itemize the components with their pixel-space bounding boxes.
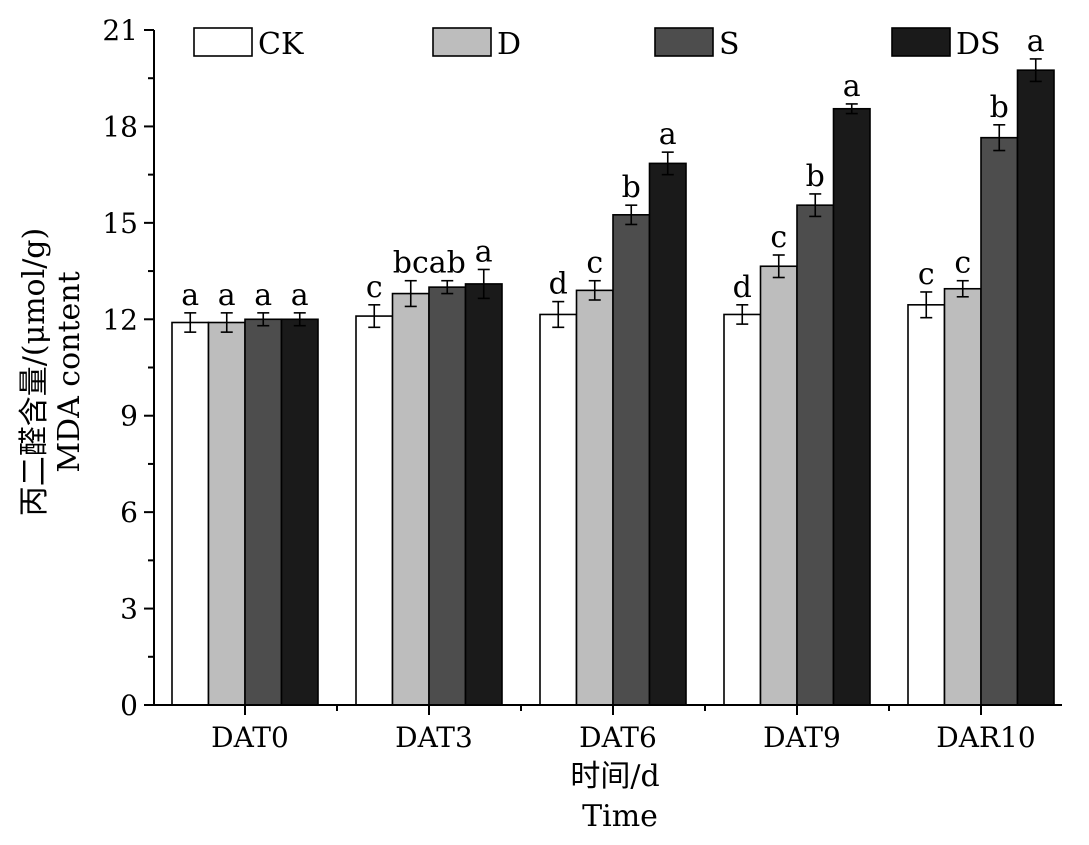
x-category-label: DAT3 [395, 721, 473, 754]
bar-CK-DAT6 [539, 313, 578, 706]
y-tick-label: 15 [102, 207, 138, 240]
bars-layer [171, 69, 1055, 706]
bar-D-DAT9 [759, 265, 798, 706]
x-axis-title-en: Time [582, 799, 658, 834]
x-category-label: DAT0 [211, 721, 289, 754]
legend-label-CK: CK [258, 27, 304, 62]
significance-label-DS-DAT3: a [475, 234, 493, 269]
bar-D-DAT3 [391, 292, 430, 706]
significance-label-D-DAT9: c [770, 220, 787, 255]
legend-swatch-CK [193, 27, 253, 57]
bar-CK-DAT0 [171, 321, 210, 706]
significance-label-D-DAT6: c [586, 246, 603, 281]
significance-label-D-DAR10: c [954, 246, 971, 281]
bar-CK-DAT3 [355, 315, 394, 706]
significance-label-S-DAR10: b [990, 90, 1009, 125]
axes-layer: 0 3 6 9 12 15 18 21 DAT0 DAT3 DAT6 DAT9 DAR10 [102, 14, 1062, 754]
significance-label-DS-DAT0: a [291, 278, 309, 313]
significance-label-CK-DAT3: c [366, 270, 383, 305]
bar-D-DAR10 [943, 287, 982, 706]
significance-label-CK-DAT6: d [549, 267, 568, 302]
significance-label-S-DAT9: b [806, 159, 825, 194]
significance-label-DS-DAT9: a [843, 69, 861, 104]
y-tick-label: 12 [102, 303, 138, 336]
bar-DS-DAR10 [1016, 69, 1055, 706]
significance-label-DS-DAR10: a [1027, 24, 1045, 59]
x-category-label: DAR10 [936, 721, 1035, 754]
bar-CK-DAR10 [907, 304, 946, 706]
y-tick-label: 6 [120, 496, 138, 529]
legend-label-DS: DS [956, 27, 1001, 62]
bar-S-DAT3 [428, 286, 467, 706]
legend-swatch-S [654, 27, 714, 57]
x-axis-title-cn: 时间/d [570, 759, 659, 794]
legend-label-D: D [497, 27, 521, 62]
bar-CK-DAT9 [723, 313, 762, 706]
significance-label-D-DAT3: bc [393, 246, 429, 281]
x-category-label: DAT6 [579, 721, 657, 754]
bar-DS-DAT0 [280, 318, 319, 706]
significance-label-S-DAT6: b [622, 170, 641, 205]
y-tick-label: 18 [102, 110, 138, 143]
significance-label-CK-DAR10: c [918, 257, 935, 292]
significance-label-CK-DAT9: d [733, 270, 752, 305]
bar-DS-DAT6 [648, 162, 687, 706]
y-axis-title-en: MDA content [52, 271, 87, 472]
bar-S-DAT9 [796, 204, 835, 706]
bar-S-DAT0 [244, 318, 283, 706]
y-tick-label: 9 [120, 400, 138, 433]
legend: CK D S DS [193, 27, 1001, 62]
bar-D-DAT6 [575, 289, 614, 706]
significance-label-S-DAT0: a [254, 278, 272, 313]
significance-label-D-DAT0: a [218, 278, 236, 313]
y-tick-label: 0 [120, 689, 138, 722]
significance-label-CK-DAT0: a [181, 278, 199, 313]
legend-swatch-D [432, 27, 492, 57]
bar-S-DAT6 [612, 214, 651, 706]
y-tick-label: 21 [102, 14, 138, 47]
y-axis-title-cn: 丙二醛含量/(μmol/g) [17, 228, 52, 516]
significance-label-DS-DAT6: a [659, 117, 677, 152]
bar-DS-DAT9 [832, 107, 871, 706]
x-category-label: DAT9 [763, 721, 841, 754]
legend-label-S: S [719, 27, 740, 62]
significance-label-S-DAT3: ab [429, 246, 466, 281]
bar-D-DAT0 [207, 321, 246, 706]
bar-DS-DAT3 [464, 283, 503, 706]
y-tick-label: 3 [120, 593, 138, 626]
legend-swatch-DS [891, 27, 951, 57]
bar-S-DAR10 [980, 136, 1019, 706]
error-bars-layer [184, 58, 1042, 333]
